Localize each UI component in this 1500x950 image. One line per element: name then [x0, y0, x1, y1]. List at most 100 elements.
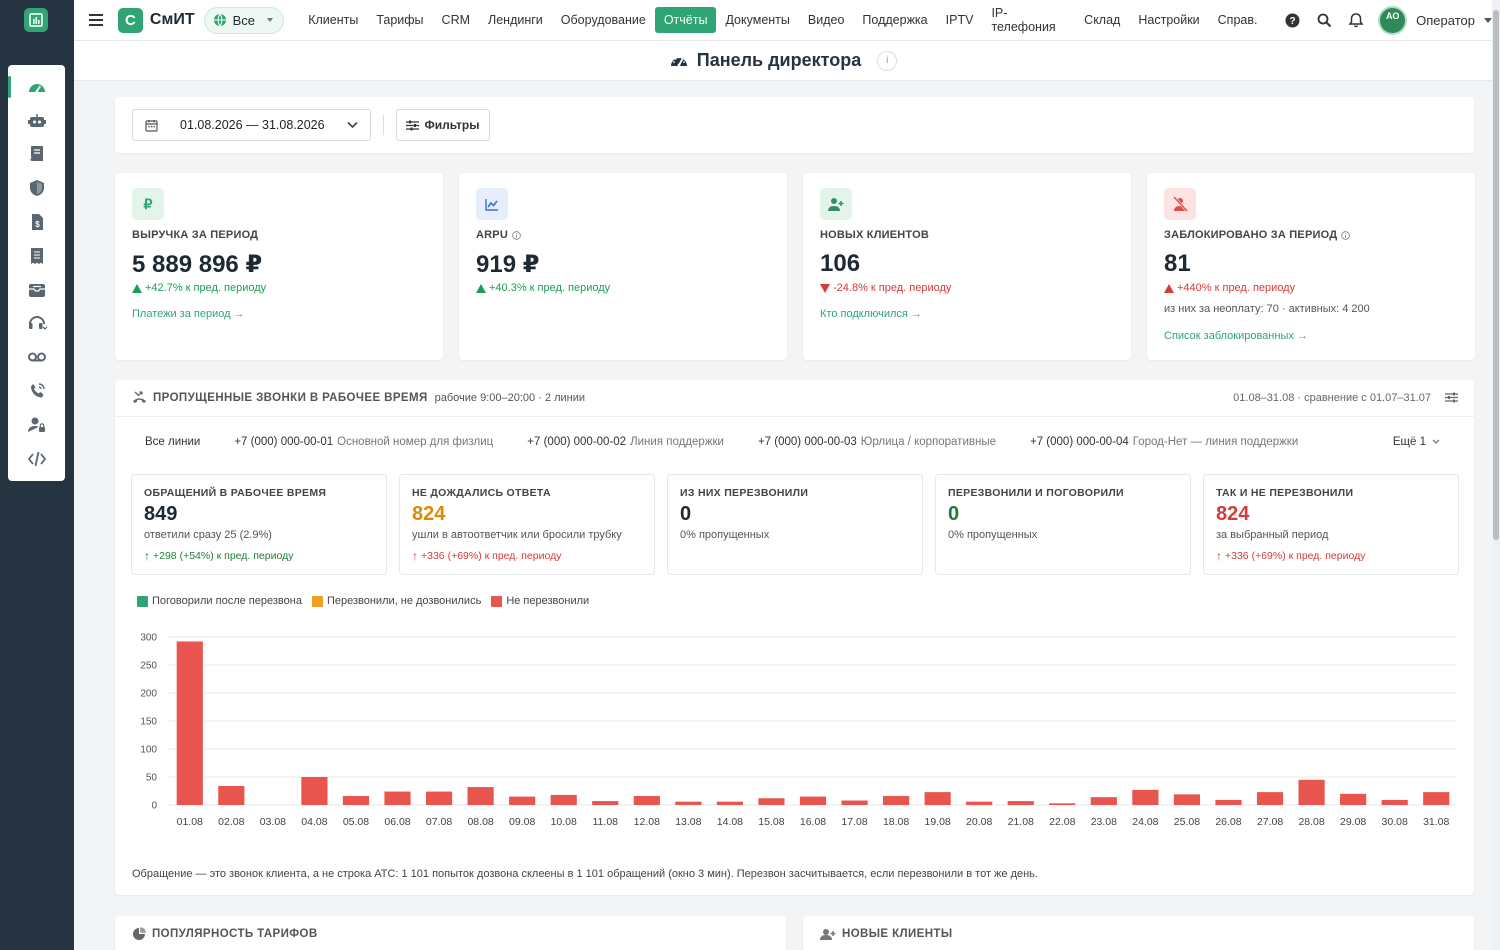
user-name[interactable]: Оператор — [1416, 12, 1475, 28]
more-lines-label: Ещё 1 — [1392, 436, 1426, 448]
settings-sliders-icon[interactable] — [1445, 392, 1458, 406]
kpi-delta: +440% к пред. периоду — [1164, 282, 1295, 294]
call-stat-card: ОБРАЩЕНИЙ В РАБОЧЕЕ ВРЕМЯ 849 ответили сра… — [131, 474, 387, 575]
x-tick-label: 09.08 — [509, 816, 535, 828]
line-tab-name: Основной номер для физлиц — [337, 436, 494, 448]
kpi-value: 5 889 896 ₽ — [132, 251, 263, 278]
bar — [1423, 792, 1450, 805]
legend-swatch — [491, 595, 503, 607]
x-tick-label: 30.08 — [1382, 816, 1408, 828]
x-tick-label: 29.08 — [1340, 816, 1366, 828]
rail-item-voicemail[interactable] — [8, 340, 65, 374]
bar — [1340, 793, 1367, 805]
rail-item-headset[interactable] — [8, 307, 65, 341]
nav-item-11[interactable]: Склад — [1084, 13, 1121, 27]
x-tick-label: 22.08 — [1049, 816, 1075, 828]
kpi-label: ВЫРУЧКА ЗА ПЕРИОД — [132, 229, 258, 241]
info-icon[interactable]: i — [877, 50, 898, 71]
kpi-icon-box — [820, 188, 852, 220]
line-tab[interactable]: +7 (000) 000-00-02 Линия поддержки — [527, 436, 724, 448]
nav-item-1[interactable]: Тарифы — [376, 13, 424, 27]
bar — [966, 801, 993, 805]
bar — [716, 801, 743, 805]
nav-item-4[interactable]: Оборудование — [560, 13, 646, 27]
nav-item-0[interactable]: Клиенты — [308, 13, 359, 27]
bell-icon[interactable] — [1348, 12, 1364, 28]
brand[interactable]: С СмИТ — [117, 7, 195, 33]
svg-text:?: ? — [1289, 16, 1295, 27]
bar — [883, 796, 910, 805]
menu-icon[interactable] — [89, 14, 103, 26]
user-plus-icon — [828, 198, 844, 211]
nav-item-10[interactable]: IP-телефония — [991, 6, 1056, 34]
x-tick-label: 05.08 — [343, 816, 369, 828]
new-clients-header: НОВЫЕ КЛИЕНТЫ — [803, 916, 1474, 950]
nav-item-6[interactable]: Документы — [725, 13, 790, 27]
rail-item-invoice[interactable]: $ — [8, 205, 65, 239]
line-tab-name: Линия поддержки — [630, 436, 724, 448]
call-stat-delta: ↑ +336 (+69%) к пред. периоду — [412, 549, 642, 563]
new-clients-title: НОВЫЕ КЛИЕНТЫ — [842, 928, 953, 940]
call-stat-label: НЕ ДОЖДАЛИСЬ ОТВЕТА — [412, 487, 551, 499]
nav-item-7[interactable]: Видео — [807, 13, 845, 27]
kpi-link[interactable]: Кто подключился → — [820, 308, 922, 320]
nav-item-9[interactable]: IPTV — [945, 13, 974, 27]
rail-item-book[interactable] — [8, 138, 65, 172]
date-range-picker[interactable]: 01.08.2026 — 31.08.2026 — [132, 109, 371, 141]
page-title: Панель директора — [696, 50, 862, 70]
receipt-icon — [30, 247, 43, 264]
chevron-down-icon[interactable] — [1483, 17, 1492, 23]
rail-item-robot[interactable] — [8, 104, 65, 138]
search-icon[interactable] — [1316, 12, 1332, 28]
rail-item-phone-signal[interactable] — [8, 374, 65, 408]
bar — [467, 787, 494, 805]
line-tab[interactable]: +7 (000) 000-00-03 Юрлица / корпоративные — [758, 436, 996, 448]
help-icon[interactable]: ? — [1284, 12, 1300, 28]
rail-item-dashboard[interactable] — [8, 70, 65, 104]
kpi-link[interactable]: Платежи за период → — [132, 308, 245, 320]
x-tick-label: 01.08 — [177, 816, 203, 828]
bar — [1215, 799, 1242, 805]
rail-item-mailbox[interactable] — [8, 273, 65, 307]
nav-item-12[interactable]: Настройки — [1138, 13, 1200, 27]
line-tab[interactable]: +7 (000) 000-00-01 Основной номер для физ… — [234, 436, 493, 448]
divider — [383, 115, 384, 135]
legend-label: Поговорили после перезвона — [152, 595, 302, 607]
scrollbar-thumb[interactable] — [1493, 10, 1499, 540]
missed-calls-title: ПРОПУЩЕННЫЕ ЗВОНКИ В РАБОЧЕЕ ВРЕМЯ — [153, 392, 428, 404]
user-lock-icon — [27, 417, 45, 432]
info-icon[interactable] — [1341, 230, 1351, 240]
svg-text:$: $ — [35, 220, 40, 229]
rail-item-receipt[interactable] — [8, 239, 65, 273]
line-tab[interactable]: Все линии — [145, 436, 200, 448]
nav-item-8[interactable]: Поддержка — [862, 13, 928, 27]
x-tick-label: 08.08 — [467, 816, 493, 828]
legend-item[interactable]: Поговорили после перезвона — [137, 595, 302, 607]
scope-selector[interactable]: Все — [203, 6, 285, 34]
chevron-down-icon — [1432, 439, 1440, 444]
x-tick-label: 11.08 — [593, 816, 619, 828]
kpi-label: НОВЫХ КЛИЕНТОВ — [820, 229, 929, 241]
kpi-link[interactable]: Список заблокированных → — [1164, 330, 1308, 342]
rail-item-user-lock[interactable] — [8, 408, 65, 442]
avatar[interactable]: АО — [1378, 5, 1408, 35]
nav-item-3[interactable]: Лендинги — [488, 13, 543, 27]
rail-item-code[interactable] — [8, 442, 65, 476]
call-stat-delta: ↑ +336 (+69%) к пред. периоду — [1216, 549, 1446, 563]
info-icon[interactable] — [512, 230, 521, 240]
line-tab[interactable]: +7 (000) 000-00-04 Город-Нет — линия подд… — [1030, 436, 1298, 448]
nav-item-2[interactable]: CRM — [441, 13, 471, 27]
nav-item-13[interactable]: Справ. — [1217, 13, 1258, 27]
legend-item[interactable]: Не перезвонили — [491, 595, 589, 607]
scrollbar[interactable] — [1492, 0, 1500, 950]
more-lines-button[interactable]: Ещё 1 — [1393, 436, 1440, 448]
nav-item-5[interactable]: Отчёты — [654, 7, 717, 33]
missed-calls-panel: ПРОПУЩЕННЫЕ ЗВОНКИ В РАБОЧЕЕ ВРЕМЯ рабоч… — [115, 380, 1474, 895]
phone-signal-icon — [30, 383, 45, 398]
rail-item-shield[interactable] — [8, 171, 65, 205]
dashboard-logo-icon[interactable] — [24, 8, 48, 32]
shield-icon — [29, 180, 44, 197]
rail-menu: $ — [8, 65, 65, 481]
filters-button[interactable]: Фильтры — [396, 109, 490, 141]
legend-item[interactable]: Перезвонили, не дозвонились — [311, 595, 481, 607]
